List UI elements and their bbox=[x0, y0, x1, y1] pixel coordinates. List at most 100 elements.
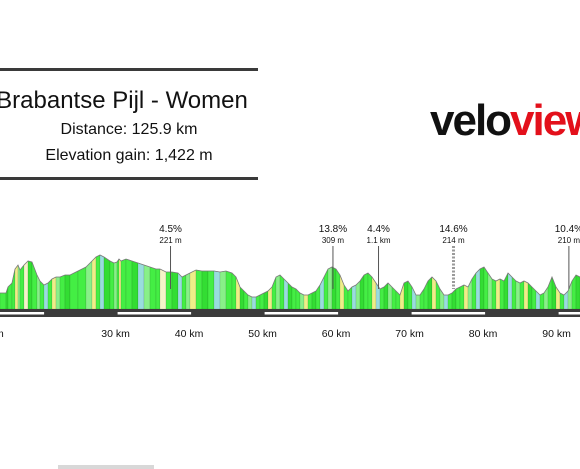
profile-segment bbox=[201, 270, 209, 310]
race-info-panel: Brabantse Pijl - Women Distance: 125.9 k… bbox=[0, 68, 258, 180]
profile-segment bbox=[181, 274, 187, 310]
climb-marker[interactable]: 4.5%221 m bbox=[159, 224, 182, 289]
distance-tick-label: 80 km bbox=[469, 328, 498, 340]
profile-segment bbox=[85, 260, 93, 310]
profile-segment bbox=[69, 270, 79, 310]
climb-elevation: 1.1 km bbox=[367, 236, 391, 245]
profile-segment bbox=[91, 256, 97, 310]
profile-segment bbox=[51, 276, 57, 310]
logo-view-text: view bbox=[510, 96, 580, 145]
distance-tick-label: 70 km bbox=[395, 328, 424, 340]
profile-segment bbox=[459, 284, 465, 310]
profile-segment bbox=[375, 282, 381, 310]
profile-segment bbox=[303, 294, 309, 310]
profile-segment bbox=[311, 290, 317, 310]
profile-segment bbox=[259, 292, 265, 310]
profile-segment bbox=[219, 270, 227, 310]
profile-bands bbox=[0, 254, 580, 310]
profile-segment bbox=[515, 280, 521, 310]
profile-segment bbox=[355, 280, 361, 310]
profile-segment bbox=[149, 266, 157, 310]
profile-segment bbox=[103, 256, 111, 310]
climb-gradient: 14.6% bbox=[439, 224, 467, 235]
profile-segment bbox=[415, 294, 421, 310]
profile-segment bbox=[113, 261, 118, 310]
profile-segment bbox=[491, 278, 497, 310]
profile-segment bbox=[443, 294, 449, 310]
profile-segment bbox=[539, 292, 545, 310]
profile-segment bbox=[335, 268, 341, 310]
profile-segment bbox=[299, 292, 305, 310]
profile-segment bbox=[563, 290, 569, 310]
profile-segment bbox=[575, 274, 580, 310]
profile-segment bbox=[455, 286, 461, 310]
profile-segment bbox=[291, 286, 297, 310]
climb-marker[interactable]: 14.6%214 m bbox=[439, 224, 468, 289]
climb-marker[interactable]: 10.4%210 m bbox=[555, 224, 580, 289]
profile-segment bbox=[213, 270, 221, 310]
climb-gradient: 10.4% bbox=[555, 224, 580, 235]
profile-segment bbox=[479, 266, 485, 310]
climb-marker[interactable]: 4.4%1.1 km bbox=[367, 224, 391, 289]
profile-segment bbox=[189, 269, 197, 310]
climb-elevation: 221 m bbox=[159, 236, 182, 245]
profile-segment bbox=[463, 284, 469, 310]
profile-segment bbox=[327, 266, 333, 310]
profile-segment bbox=[225, 270, 233, 310]
profile-segment bbox=[55, 276, 61, 310]
profile-segment bbox=[171, 271, 179, 310]
profile-segment bbox=[263, 290, 269, 310]
climb-marker[interactable]: 13.8%309 m bbox=[319, 224, 347, 289]
profile-segment bbox=[0, 292, 7, 310]
distance-bar-stripes bbox=[0, 312, 580, 315]
profile-segment bbox=[495, 278, 501, 310]
logo-velo-text: velo bbox=[430, 96, 512, 145]
profile-segment bbox=[407, 280, 413, 310]
distance-tick-label: 60 km bbox=[322, 328, 351, 340]
profile-segment bbox=[14, 264, 19, 310]
scrollbar-hint[interactable] bbox=[58, 465, 154, 469]
profile-segment bbox=[64, 274, 71, 310]
profile-segment bbox=[159, 268, 167, 310]
climb-gradient: 4.5% bbox=[159, 224, 182, 235]
distance-tick-label: 40 km bbox=[175, 328, 204, 340]
climb-elevation: 309 m bbox=[322, 236, 345, 245]
profile-segment bbox=[499, 278, 505, 310]
profile-segment bbox=[17, 264, 21, 310]
profile-segment bbox=[23, 260, 29, 310]
profile-segment bbox=[99, 254, 105, 310]
distance-tick-label: 90 km bbox=[542, 328, 571, 340]
race-distance: Distance: 125.9 km bbox=[60, 121, 198, 138]
climb-elevation: 210 m bbox=[558, 236, 580, 245]
profile-segment bbox=[367, 272, 373, 310]
profile-segment bbox=[27, 260, 33, 310]
profile-segment bbox=[243, 290, 249, 310]
profile-segment bbox=[95, 254, 101, 310]
distance-tick-label: 50 km bbox=[248, 328, 277, 340]
climb-elevation: 214 m bbox=[442, 236, 465, 245]
profile-segment bbox=[283, 278, 289, 310]
profile-segment bbox=[447, 292, 453, 310]
distance-tick-label: 30 km bbox=[101, 328, 130, 340]
profile-segment bbox=[363, 272, 369, 310]
profile-segment bbox=[177, 272, 183, 310]
race-title: Brabantse Pijl - Women bbox=[0, 87, 248, 114]
profile-segment bbox=[137, 262, 145, 310]
profile-segment bbox=[185, 272, 191, 310]
profile-segment bbox=[399, 282, 405, 310]
profile-segment bbox=[155, 268, 161, 310]
profile-segment bbox=[116, 258, 120, 310]
distance-bar-stripe bbox=[0, 312, 45, 315]
profile-segment bbox=[118, 258, 122, 310]
profile-segment bbox=[395, 290, 401, 310]
veloviewer-logo: veloview bbox=[430, 96, 580, 146]
profile-segment bbox=[475, 268, 481, 310]
profile-segment bbox=[120, 258, 127, 310]
profile-segment bbox=[125, 258, 133, 310]
profile-segment bbox=[47, 278, 53, 310]
profile-segment bbox=[427, 276, 433, 310]
profile-segment bbox=[507, 272, 513, 310]
